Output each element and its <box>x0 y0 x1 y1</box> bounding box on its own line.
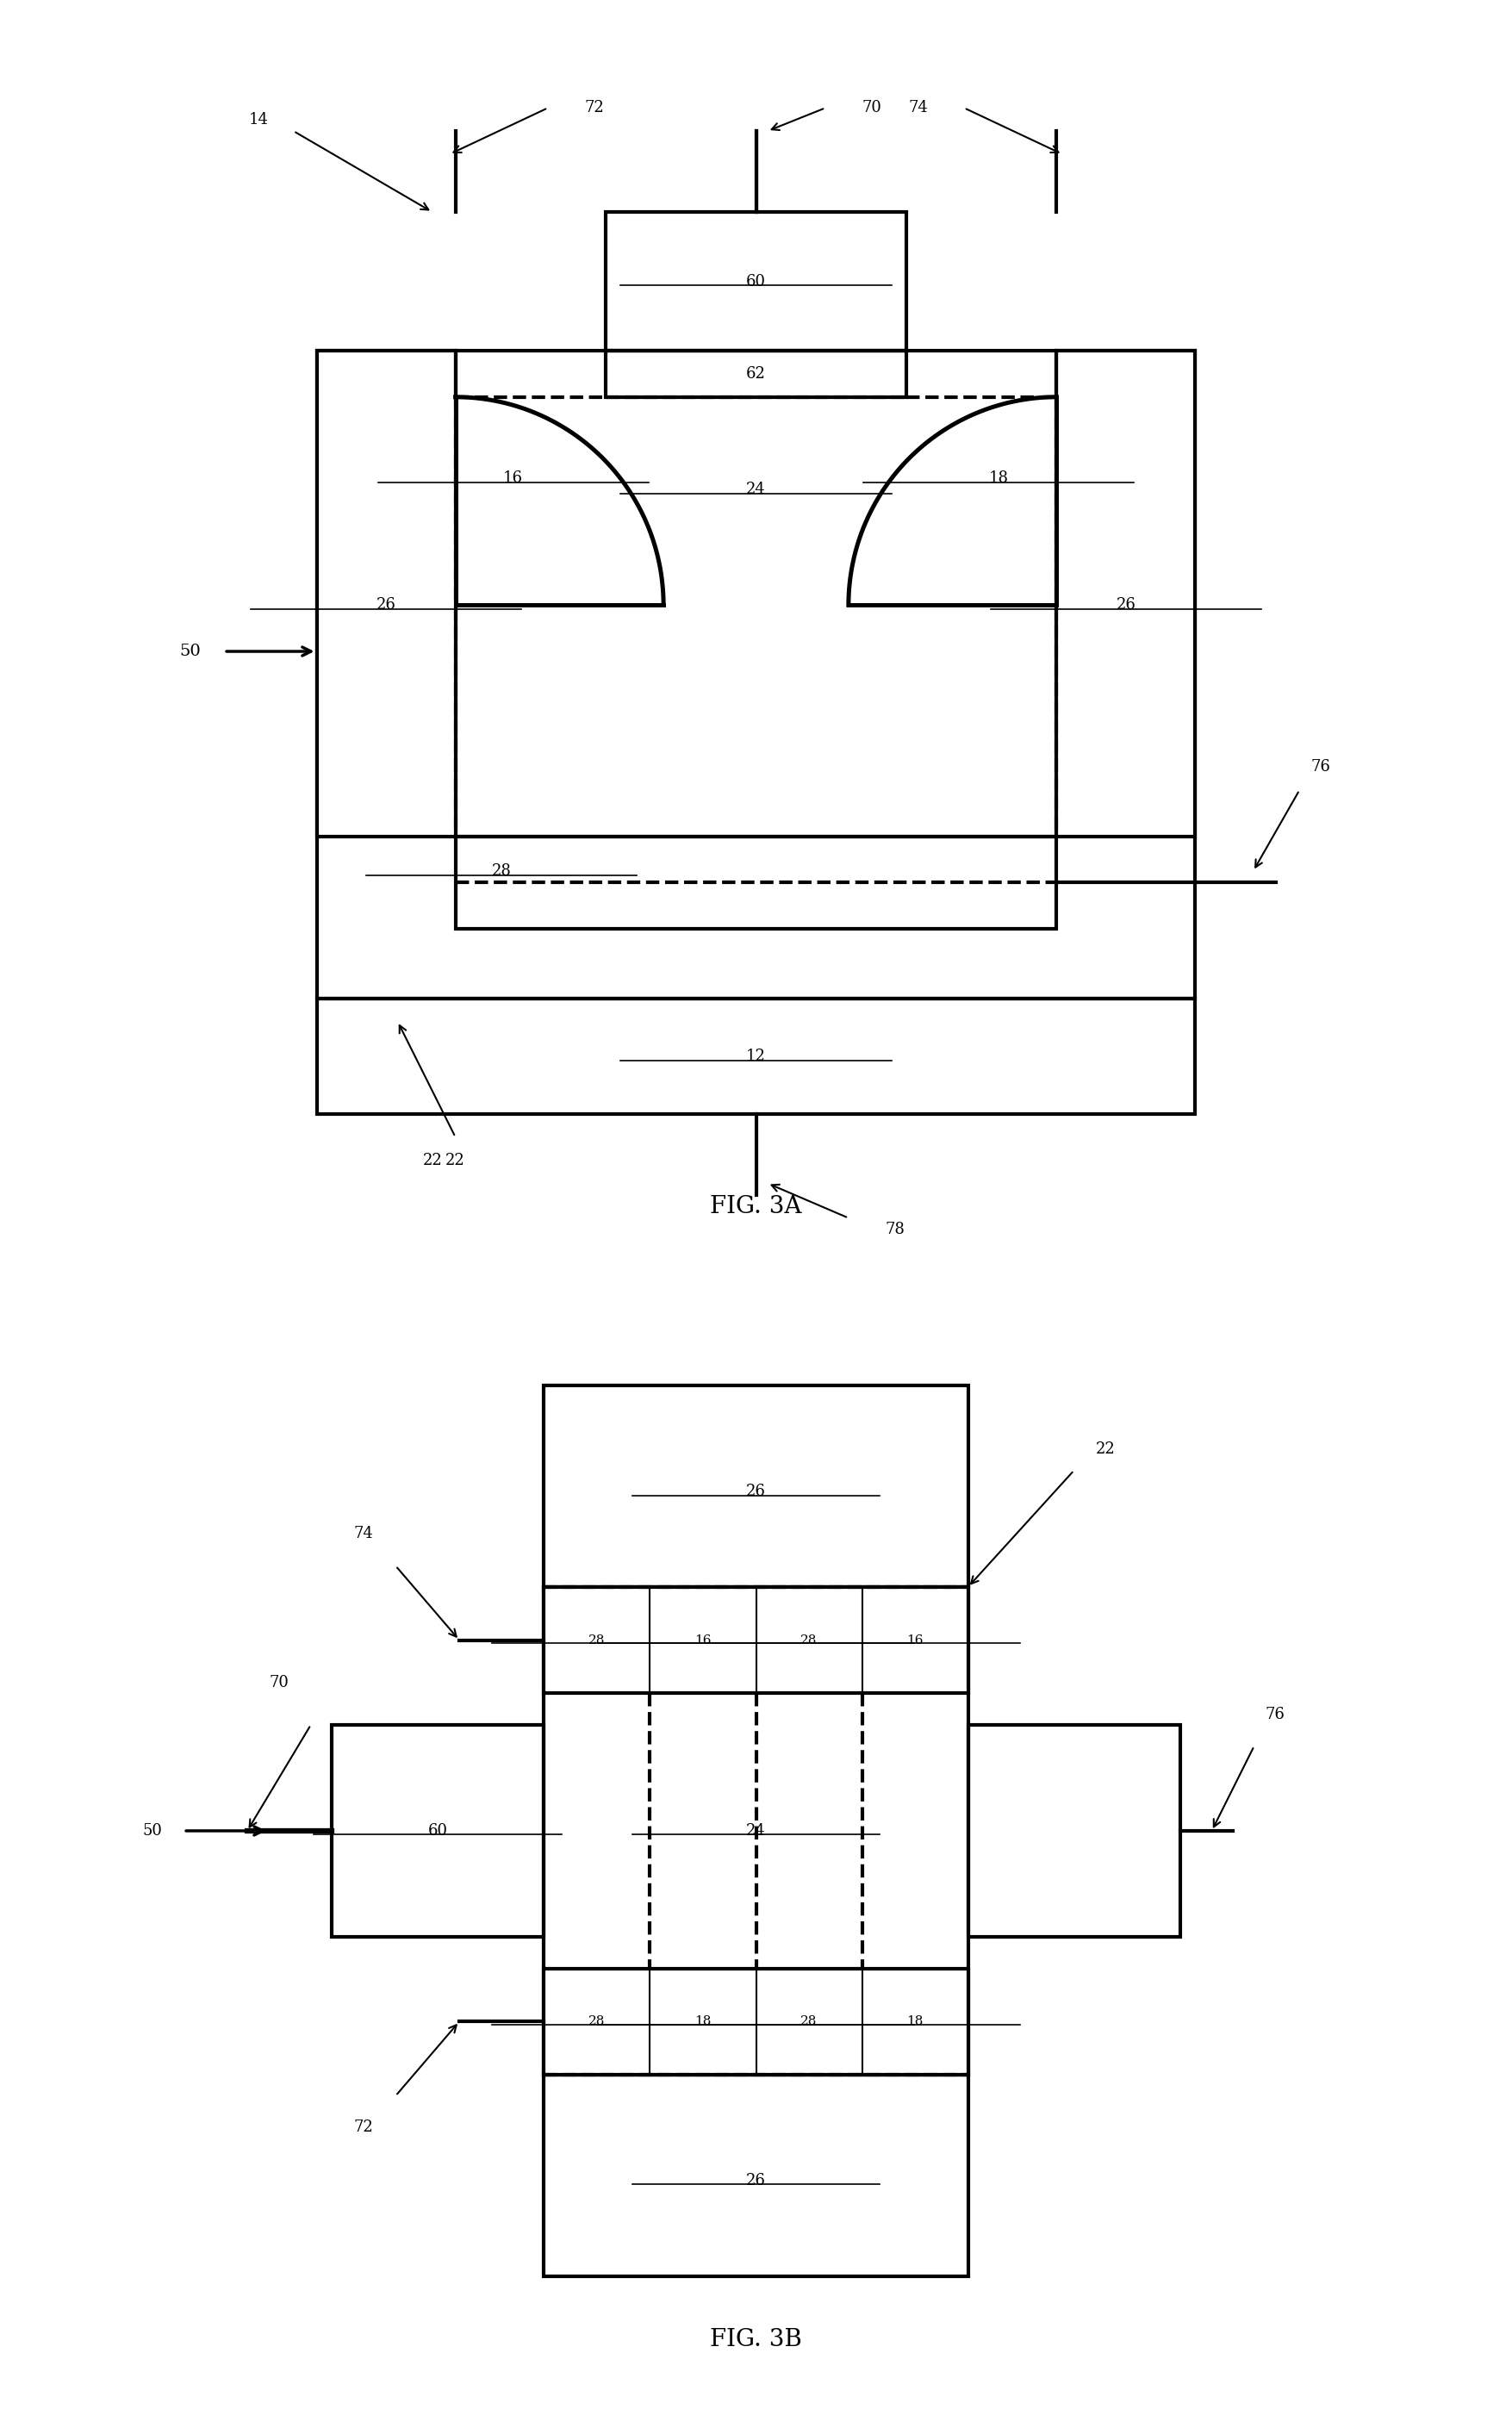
Bar <box>333 1725 544 1937</box>
Text: 28: 28 <box>588 2016 605 2028</box>
Text: 26: 26 <box>1116 597 1136 612</box>
Bar <box>455 836 1057 930</box>
Text: 12: 12 <box>745 1048 767 1065</box>
Text: 78: 78 <box>885 1221 904 1238</box>
Text: 70: 70 <box>862 101 881 116</box>
Text: 72: 72 <box>584 101 603 116</box>
Bar <box>316 352 1196 997</box>
Bar <box>544 1968 968 2074</box>
Text: 28: 28 <box>491 862 511 879</box>
Bar <box>316 997 1196 1113</box>
Text: FIG. 3A: FIG. 3A <box>711 1195 801 1219</box>
Text: 14: 14 <box>249 111 269 128</box>
Text: 22: 22 <box>422 1152 442 1168</box>
Bar <box>544 1588 968 1694</box>
Text: 18: 18 <box>989 470 1009 487</box>
Text: 76: 76 <box>1311 759 1331 776</box>
Bar <box>968 1725 1179 1937</box>
Bar <box>544 2074 968 2277</box>
Text: 26: 26 <box>745 1484 767 1498</box>
Text: 24: 24 <box>747 482 765 496</box>
Bar <box>606 212 906 352</box>
Text: 22: 22 <box>1096 1441 1116 1457</box>
Text: 24: 24 <box>747 1824 765 1838</box>
Bar <box>606 352 906 397</box>
Text: 60: 60 <box>428 1824 448 1838</box>
Text: 50: 50 <box>142 1824 162 1838</box>
Text: 74: 74 <box>909 101 928 116</box>
Bar <box>544 1588 968 2074</box>
Text: 22: 22 <box>446 1152 466 1168</box>
Text: 50: 50 <box>180 643 201 660</box>
Text: 28: 28 <box>588 1633 605 1645</box>
Text: 18: 18 <box>907 2016 924 2028</box>
Text: 16: 16 <box>694 1633 712 1645</box>
Text: 70: 70 <box>269 1674 289 1691</box>
Text: 16: 16 <box>907 1633 924 1645</box>
Text: 76: 76 <box>1264 1706 1285 1722</box>
Text: 28: 28 <box>801 2016 818 2028</box>
Bar <box>544 1385 968 1588</box>
Text: 74: 74 <box>354 1527 373 1542</box>
Text: 26: 26 <box>745 2173 767 2187</box>
Text: 72: 72 <box>354 2120 373 2134</box>
Text: FIG. 3B: FIG. 3B <box>711 2327 801 2351</box>
Text: 26: 26 <box>376 597 396 612</box>
Text: 18: 18 <box>694 2016 711 2028</box>
Text: 60: 60 <box>745 275 767 289</box>
Text: 28: 28 <box>801 1633 818 1645</box>
Text: 16: 16 <box>503 470 523 487</box>
Bar <box>1057 352 1196 836</box>
Text: 62: 62 <box>745 366 767 381</box>
Bar <box>316 352 455 836</box>
